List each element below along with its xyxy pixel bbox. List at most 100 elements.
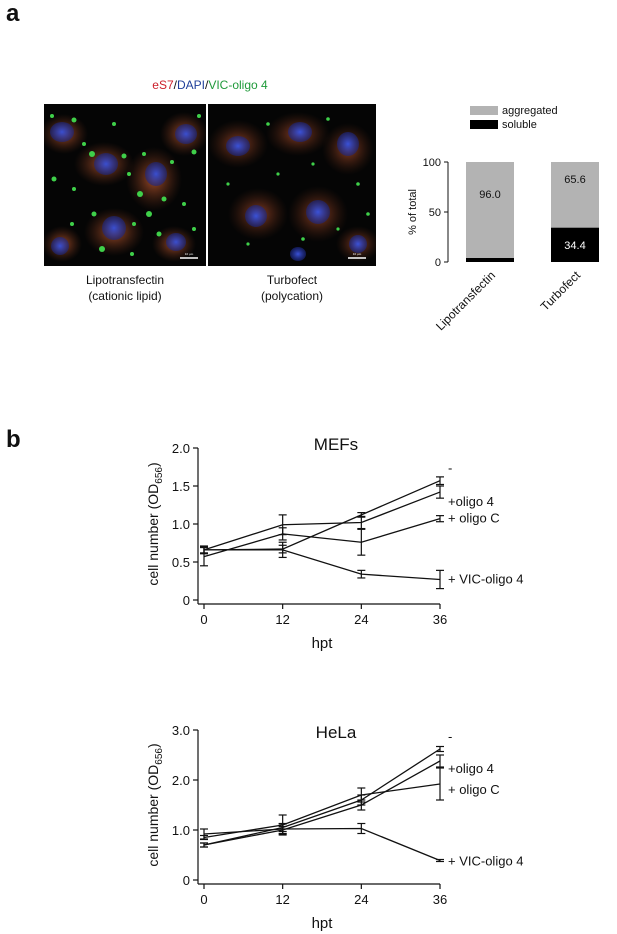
error-bar [357,569,366,579]
x-axis-label: hpt [312,915,334,932]
error-bar [278,541,287,559]
data-label-aggregated-Lipotransfectin: 96.0 [479,189,500,201]
stain-separator: / [173,78,177,92]
stain-es7-label: eS7 [152,78,174,92]
series-line-0 [203,480,441,551]
series-line-2 [203,783,441,839]
y-axis-label: cell number (OD656) [145,743,165,866]
vic-puncta [226,117,370,246]
x-tick-label: 12 [275,892,289,907]
error-bar [436,767,444,801]
error-bar [436,754,444,768]
series-label: +oligo 4 [448,494,494,509]
data-label-aggregated-Turbofect: 65.6 [564,174,585,186]
error-bar [436,515,444,523]
x-tick-label: 36 [433,612,447,627]
y-tick-label: 1.0 [172,823,190,838]
series-line-2 [203,518,441,558]
series-label: + oligo C [448,782,500,797]
micrograph-turbofect: 10 µm [208,104,376,266]
data-label-soluble-Turbofect: 34.4 [564,240,585,252]
series-line-1 [203,760,441,846]
bar-soluble-Lipotransfectin [466,258,514,262]
mefs-line-chart: MEFs 0 0.5 1.0 1.5 2.0 0 12 24 36 hpt cell number (… [145,435,524,652]
y-tick-label: 0 [183,593,190,608]
y-tick-label: 100 [423,157,441,169]
stain-vic-label: VIC-oligo 4 [208,78,268,92]
x-axis-label: hpt [312,635,334,652]
series-line-0 [203,748,441,846]
caption-lipotransfectin: Lipotransfectin (cationic lipid) [44,272,206,304]
bar-aggregated-Lipotransfectin [466,162,514,258]
y-tick-label: 0 [435,257,441,269]
series-label: + oligo C [448,511,500,526]
series-label: + VIC-oligo 4 [448,854,524,869]
caption-line1: Turbofect [266,273,318,287]
stacked-bar-chart: aggregated soluble 0 50 100 % of total 96.0 Lip… [407,105,599,333]
error-bar [436,485,444,499]
chart-title: HeLa [316,723,357,742]
legend-label-soluble: soluble [502,119,537,131]
vic-puncta [50,114,201,256]
y-tick-label: 1.0 [172,517,190,532]
error-bar [357,515,366,530]
error-bar [200,842,208,848]
series-line-3 [203,827,441,862]
error-bar [278,823,287,835]
nuclei [226,122,367,261]
series-label: - [448,461,452,476]
error-bar [357,787,366,803]
series-line-3 [204,549,441,581]
micrograph-lipotransfectin: 10 µm [44,104,206,266]
legend-label-aggregated: aggregated [502,105,558,117]
hela-line-chart: HeLa 0 1.0 2.0 3.0 0 12 24 36 hpt cell number (OD6… [145,723,524,932]
legend-swatch-aggregated [470,106,498,115]
panel-letter-a: a [6,0,20,27]
series-label: +oligo 4 [448,761,494,776]
error-bar [357,528,366,556]
stain-title: eS7/DAPI/VIC-oligo 4 [44,78,376,92]
x-tick-label: 0 [200,892,207,907]
error-bar [200,828,208,840]
error-bar [278,527,287,541]
x-tick-label: 12 [275,612,289,627]
x-tick-label: 24 [354,612,368,627]
y-axis-label: % of total [407,189,419,235]
stain-dapi-label: DAPI [176,78,205,92]
error-bar [436,858,444,863]
error-bar [357,822,366,835]
panel-letter-b: b [6,426,21,453]
x-tick-label: 36 [433,892,447,907]
x-tick-label: 0 [200,612,207,627]
x-category-label: Lipotransfectin [433,268,498,333]
error-bar [436,569,444,590]
bar-soluble-Turbofect [551,227,599,262]
y-tick-label: 1.5 [172,479,190,494]
scale-bar-label: 10 µm [185,252,194,256]
series-label: + VIC-oligo 4 [448,571,524,586]
series-line-1 [203,491,441,551]
y-tick-label: 0 [183,873,190,888]
error-bar [436,745,444,753]
stain-separator: / [205,78,209,92]
scale-bar-label: 10 µm [353,252,362,256]
legend-swatch-soluble [470,120,498,129]
error-bar [436,476,444,486]
caption-line1: Lipotransfectin [85,273,165,287]
series-label: - [448,729,452,744]
error-bar [200,545,208,555]
nuclei [50,122,197,255]
caption-turbofect: Turbofect (polycation) [208,272,376,304]
x-tick-label: 24 [354,892,368,907]
y-tick-label: 2.0 [172,441,190,456]
y-tick-label: 50 [429,207,441,219]
y-tick-label: 3.0 [172,723,190,738]
x-category-label: Turbofect [538,268,584,314]
y-tick-label: 2.0 [172,773,190,788]
caption-line2: (cationic lipid) [88,289,162,303]
caption-line2: (polycation) [260,289,324,303]
bar-aggregated-Turbofect [551,162,599,228]
y-tick-label: 0.5 [172,555,190,570]
y-axis-label: cell number (OD656) [145,462,165,585]
chart-title: MEFs [314,435,358,454]
